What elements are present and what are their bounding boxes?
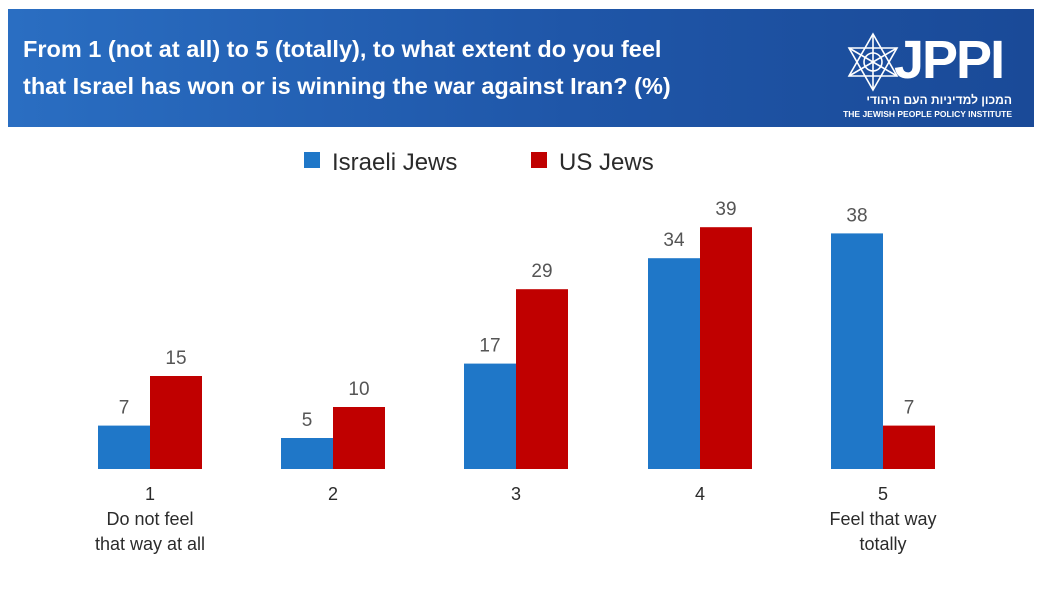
bar-israeli-4 — [648, 258, 700, 469]
jppi-logo: JPPI המכון למדיניות העם היהודי THE JEWIS… — [836, 29, 1026, 129]
bars — [98, 227, 935, 469]
legend-swatch-1 — [531, 152, 547, 168]
value-labels: 7 15 5 10 17 29 34 39 38 7 — [119, 199, 915, 431]
category-sublabel-5-0: Feel that way — [829, 509, 936, 529]
chart-title: From 1 (not at all) to 5 (totally), to w… — [23, 31, 823, 105]
category-label-2: 2 — [328, 484, 338, 504]
value-label-israeli-5: 38 — [846, 205, 867, 226]
logo-hebrew-name: המכון למדיניות העם היהודי — [866, 93, 1012, 107]
category-label-1: 1 — [145, 484, 155, 504]
bar-israeli-5 — [831, 233, 883, 469]
value-label-israeli-3: 17 — [479, 336, 500, 357]
title-line-1: From 1 (not at all) to 5 (totally), to w… — [23, 36, 662, 62]
bar-us-1 — [150, 376, 202, 469]
value-label-israeli-4: 34 — [663, 230, 685, 251]
category-label-3: 3 — [511, 484, 521, 504]
bar-us-2 — [333, 407, 385, 469]
legend-swatch-0 — [304, 152, 320, 168]
bar-israeli-2 — [281, 438, 333, 469]
category-sublabel-5-1: totally — [859, 534, 906, 554]
title-banner: From 1 (not at all) to 5 (totally), to w… — [8, 9, 1034, 127]
bar-israeli-1 — [98, 425, 150, 469]
category-sublabel-1-0: Do not feel — [106, 509, 193, 529]
legend-label-0: Israeli Jews — [332, 149, 457, 176]
bar-us-3 — [516, 289, 568, 469]
title-line-2: that Israel has won or is winning the wa… — [23, 73, 671, 99]
value-label-us-1: 15 — [165, 348, 186, 369]
value-label-us-3: 29 — [531, 261, 552, 282]
bar-us-5 — [883, 425, 935, 469]
category-sublabel-1-1: that way at all — [95, 534, 205, 554]
bar-us-4 — [700, 227, 752, 469]
value-label-us-4: 39 — [715, 199, 736, 220]
value-label-us-2: 10 — [348, 379, 369, 400]
category-label-4: 4 — [695, 484, 705, 504]
legend-label-1: US Jews — [559, 149, 654, 176]
value-label-us-5: 7 — [904, 398, 915, 419]
star-of-david-icon — [847, 32, 899, 92]
logo-english-name: THE JEWISH PEOPLE POLICY INSTITUTE — [843, 109, 1012, 119]
value-label-israeli-1: 7 — [119, 398, 130, 419]
value-label-israeli-2: 5 — [302, 410, 313, 431]
bar-israeli-3 — [464, 363, 516, 469]
category-labels: 1 Do not feel that way at all 2 3 4 5 Feel that… — [95, 484, 937, 554]
logo-wordmark: JPPI — [894, 30, 1005, 90]
category-label-5: 5 — [878, 484, 888, 504]
legend: Israeli Jews US Jews — [304, 149, 654, 176]
